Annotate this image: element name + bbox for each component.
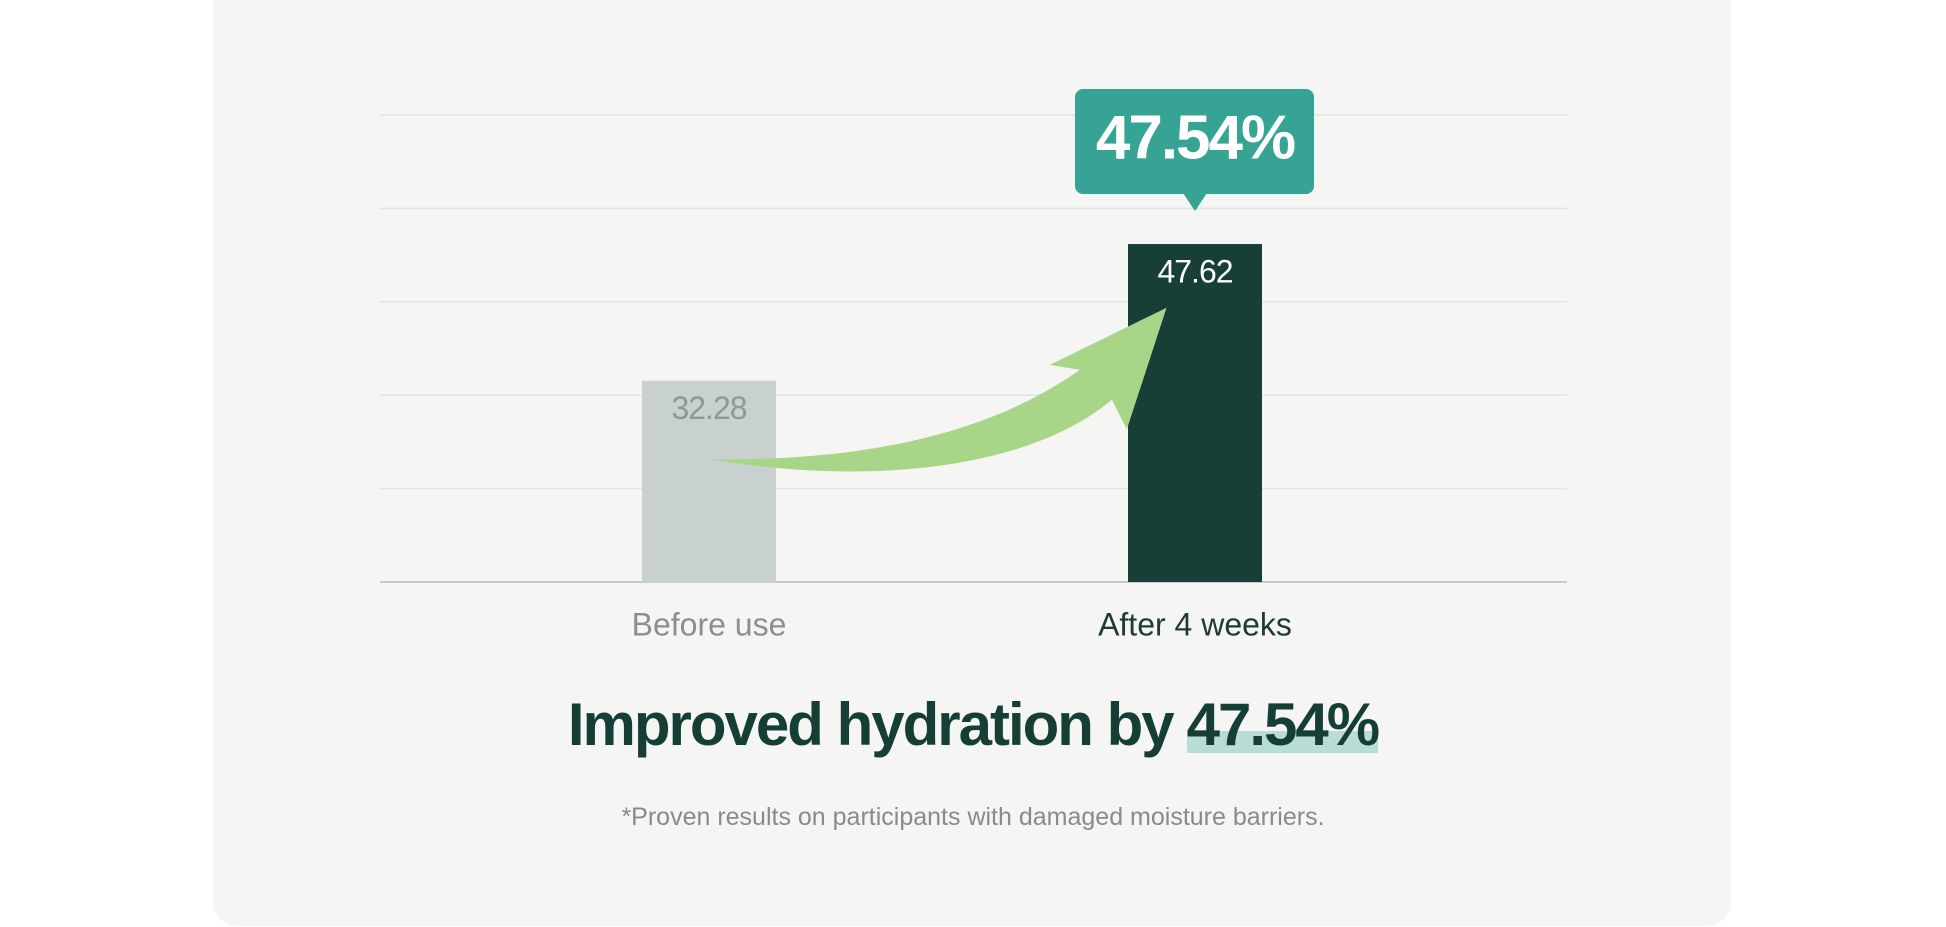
headline-text: Improved hydration by [567, 691, 1175, 758]
footnote: *Proven results on participants with dam… [621, 803, 1325, 831]
bar-value-label: 32.28 [671, 390, 746, 426]
callout-text: 47.54% [1096, 103, 1295, 172]
bars: 32.28 Before use 47.62 After 4 weeks [632, 244, 1292, 642]
headline-highlight: 47.54% [1186, 691, 1380, 758]
callout-box [1075, 89, 1314, 194]
callout-pointer [1183, 193, 1207, 211]
bar [642, 380, 776, 582]
category-label: After 4 weeks [1098, 606, 1292, 642]
bar-value-label: 47.62 [1157, 254, 1232, 290]
category-label: Before use [632, 606, 787, 642]
bar [1128, 244, 1262, 582]
growth-arrow [709, 307, 1167, 472]
headline-highlight-wrap: 47.54% [1173, 691, 1380, 758]
callout: 47.54% [1075, 89, 1314, 211]
card [213, 0, 1731, 926]
headline: Improved hydration by 47.54% [0, 690, 1946, 759]
grid [380, 114, 1567, 583]
